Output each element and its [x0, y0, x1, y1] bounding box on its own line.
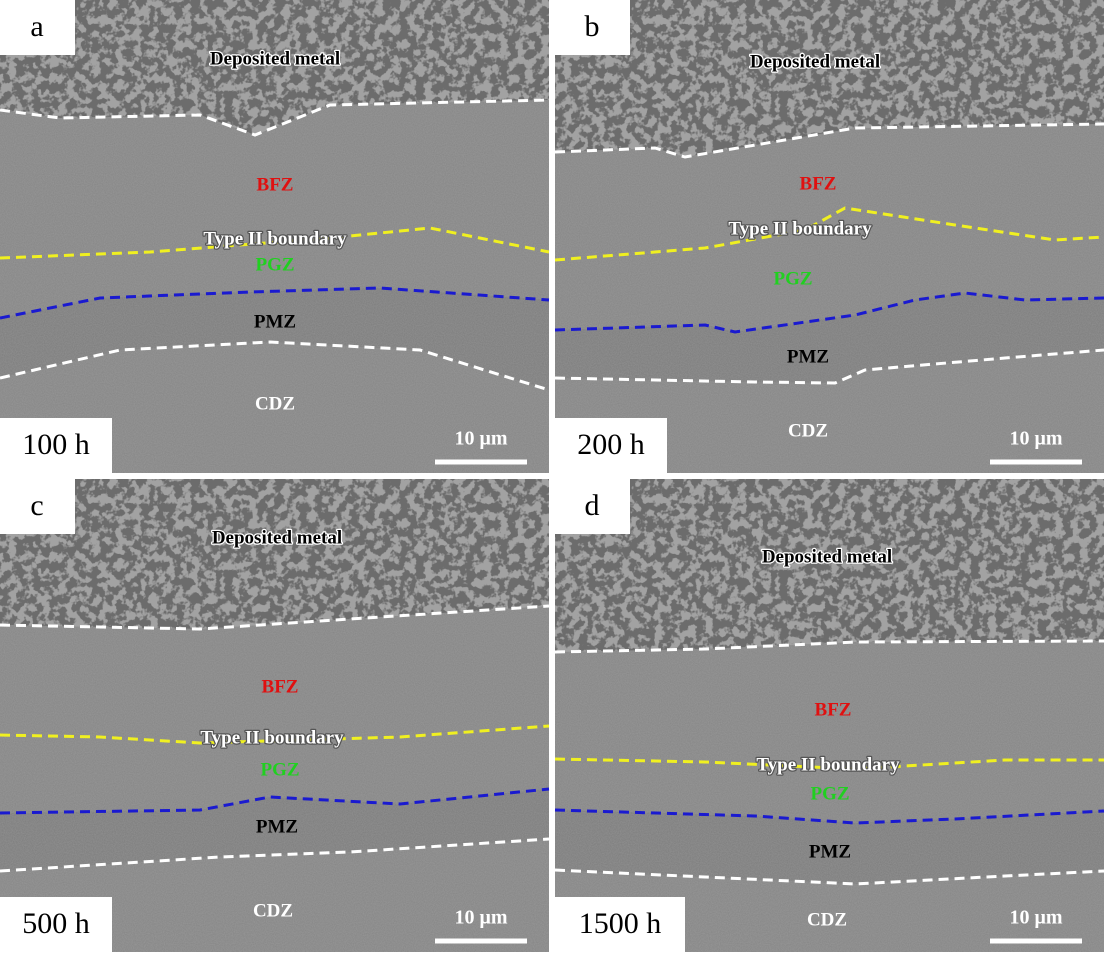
zone-label: Deposited metal — [210, 48, 340, 69]
zone-label: Deposited metal — [750, 51, 880, 72]
zone-label: Type II boundary — [728, 218, 872, 239]
zone-label: PGZ — [810, 783, 849, 804]
zone-boundary-line — [554, 868, 1105, 886]
deposited-metal-region — [555, 479, 1104, 652]
time-label: 1500 h — [579, 907, 662, 940]
micrograph-panel: Deposited metal BFZ Type II boundary PGZ PMZ… — [554, 479, 1105, 952]
zone-boundary-line — [554, 639, 1105, 654]
zone-label: PGZ — [255, 254, 294, 275]
zone-boundary-line — [0, 340, 550, 392]
zone-label: BFZ — [262, 676, 299, 697]
zone-label: PMZ — [787, 346, 829, 367]
micrograph-panel: Deposited metal BFZ Type II boundary PGZ PMZ… — [554, 0, 1105, 473]
time-label-box — [0, 897, 112, 952]
zone-boundary-line — [0, 724, 550, 745]
pmz-band — [0, 288, 549, 390]
zone-label: Type II boundary — [756, 754, 900, 775]
zone-boundary-line — [0, 226, 550, 260]
panel-letter: c — [30, 489, 43, 522]
scale-bar-label: 10 μm — [1010, 428, 1063, 450]
time-label-box — [555, 897, 685, 952]
zone-label: Type II boundary — [203, 228, 347, 249]
zone-label: PMZ — [254, 311, 296, 332]
time-label-box — [555, 418, 667, 473]
zone-boundary-line — [554, 348, 1105, 385]
zone-boundary-line — [554, 291, 1105, 334]
zone-boundary-line — [554, 206, 1105, 262]
zone-boundary-line — [0, 286, 550, 320]
zone-label: Deposited metal — [212, 527, 342, 548]
panel-letter: a — [30, 10, 43, 43]
pmz-band — [555, 810, 1104, 884]
micrograph-panel: Deposited metal BFZ Type II boundary PGZ PMZ… — [0, 0, 550, 473]
time-label: 100 h — [22, 428, 90, 461]
scale-bar-label: 10 μm — [455, 907, 508, 929]
time-label: 200 h — [577, 428, 645, 461]
time-label: 500 h — [22, 907, 90, 940]
panel-letter-box — [0, 0, 75, 55]
zone-boundary-line — [0, 604, 550, 631]
deposited-metal-region — [0, 0, 549, 135]
scale-bar-label: 10 μm — [455, 428, 508, 450]
deposited-metal-region — [0, 479, 549, 629]
zone-label: PGZ — [773, 268, 812, 289]
zone-boundary-line — [554, 122, 1105, 159]
panel-letter-box — [555, 479, 630, 534]
zone-label: BFZ — [800, 173, 837, 194]
pmz-band — [555, 293, 1104, 383]
zone-label: PGZ — [260, 759, 299, 780]
panel-letter: d — [585, 489, 600, 522]
zone-label: Type II boundary — [200, 727, 344, 748]
zone-label: CDZ — [788, 420, 828, 441]
zone-label: CDZ — [253, 900, 293, 921]
zone-boundary-line — [554, 757, 1104, 771]
zone-label: BFZ — [815, 699, 852, 720]
zone-label: CDZ — [807, 909, 847, 930]
zone-label: Deposited metal — [762, 546, 892, 567]
micrograph-panel: Deposited metal BFZ Type II boundary PGZ PMZ… — [0, 479, 550, 952]
zone-label: CDZ — [255, 393, 295, 414]
zone-boundary-line — [0, 787, 550, 815]
zone-label: PMZ — [809, 841, 851, 862]
pmz-band — [0, 789, 549, 871]
panel-letter-box — [555, 0, 630, 55]
zone-boundary-line — [554, 808, 1105, 825]
zone-boundary-line — [0, 98, 550, 137]
panel-letter: b — [585, 10, 600, 43]
zone-label: BFZ — [257, 174, 294, 195]
deposited-metal-region — [555, 0, 1104, 157]
zone-label: PMZ — [256, 816, 298, 837]
time-label-box — [0, 418, 112, 473]
zone-boundary-line — [0, 837, 550, 873]
scale-bar-label: 10 μm — [1010, 907, 1063, 929]
panel-letter-box — [0, 479, 75, 534]
